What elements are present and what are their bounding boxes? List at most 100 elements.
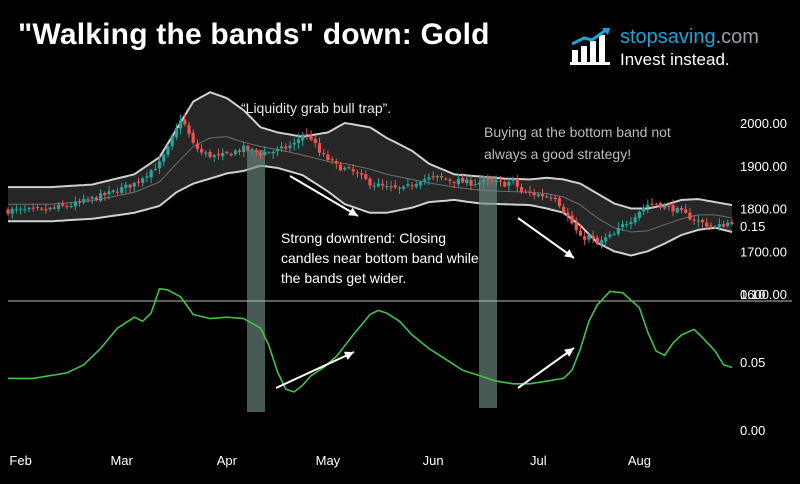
candle-up [663,205,667,209]
highlight-bull-trap [247,150,265,412]
candle-down [667,205,671,207]
candle-up [376,183,381,187]
candle-down [591,235,595,239]
candle-up [271,151,275,154]
bollinger-lower-band [8,164,733,257]
candle-down [490,180,494,182]
price-tick-label: 1700.00 [740,244,787,259]
candle-up [372,185,376,187]
candle-up [141,178,145,183]
candle-down [709,225,713,227]
candle-down [570,215,574,224]
candle-up [124,184,128,188]
candle-down [469,180,473,186]
candle-down [237,150,242,152]
candle-up [90,197,94,199]
candle-down [31,207,35,209]
candle-down [216,154,221,156]
brand-logo[interactable]: stopsaving.com Invest instead. [568,26,778,72]
candle-up [406,184,410,186]
candle-up [414,184,418,187]
candle-down [313,138,317,143]
candle-up [233,150,237,155]
candle-down [208,151,212,157]
chart-title: "Walking the bands" down: Gold [18,18,490,51]
candle-down [65,206,69,208]
candle-down [103,193,107,196]
candle-down [519,187,524,193]
candle-down [557,198,562,206]
candle-down [410,185,414,187]
price-tick-label: 1900.00 [740,159,787,174]
annotation-bottom-band-2: always a good strategy! [484,146,631,162]
candle-up [646,204,650,208]
moving-average-line [8,136,733,233]
candle-down [191,132,195,143]
candle-down [431,176,435,178]
candle-down [368,178,372,186]
candle-down [650,203,654,205]
candle-down [389,186,393,188]
month-tick-label: Apr [217,453,238,468]
candle-down [486,179,490,181]
candle-up [301,134,305,141]
bollinger-upper-band [8,91,733,210]
candle-up [48,207,52,210]
candle-down [721,224,726,227]
candle-down [44,209,48,211]
candle-down [700,219,705,223]
candle-up [604,237,608,242]
candle-up [494,180,498,183]
candle-up [120,187,124,193]
price-tick-label: 2000.00 [740,116,787,131]
candle-up [587,234,591,240]
candle-up [178,120,183,129]
candle-up [82,198,86,203]
candle-up [267,152,271,154]
candle-up [507,181,511,186]
candle-up [633,217,637,223]
candle-up [616,228,620,234]
candle-down [195,143,200,149]
candle-up [620,224,625,228]
candle-down [705,222,709,227]
candle-down [284,146,288,149]
candle-down [86,199,90,201]
candle-down [578,230,583,236]
candle-up [418,182,423,186]
candle-up [149,170,153,178]
candle-down [6,209,10,214]
bandwidth-tick-label: 0.05 [740,355,765,370]
candle-up [482,179,486,183]
candle-up [69,206,73,208]
candle-up [132,182,136,187]
candle-down [439,176,444,178]
candle-down [679,207,684,210]
candle-up [717,224,721,228]
candle-up [275,149,279,152]
candle-down [730,222,734,224]
annotation-downtrend-1: Strong downtrend: Closing [281,230,446,246]
candle-up [292,143,296,145]
candle-down [115,191,120,193]
candle-up [427,177,431,180]
arrow-downtrend-2-head [564,249,574,258]
bar-chart-growth-icon [570,28,610,65]
candle-down [532,192,536,196]
candle-up [637,211,641,218]
arrow-downtrend-1 [289,175,359,217]
candle-down [305,133,309,135]
candle-up [599,240,604,245]
candle-down [503,182,507,187]
candle-down [334,161,338,164]
month-tick-label: Mar [110,453,133,468]
candle-up [280,146,284,149]
candle-up [27,208,31,210]
annotation-downtrend-2: candles near bottom band while [281,250,479,266]
month-tick-label: Jun [423,453,444,468]
candle-down [40,208,44,210]
candle-up [250,148,254,150]
candle-down [317,143,322,153]
annotation-downtrend-3: the bands get wider. [281,270,406,286]
